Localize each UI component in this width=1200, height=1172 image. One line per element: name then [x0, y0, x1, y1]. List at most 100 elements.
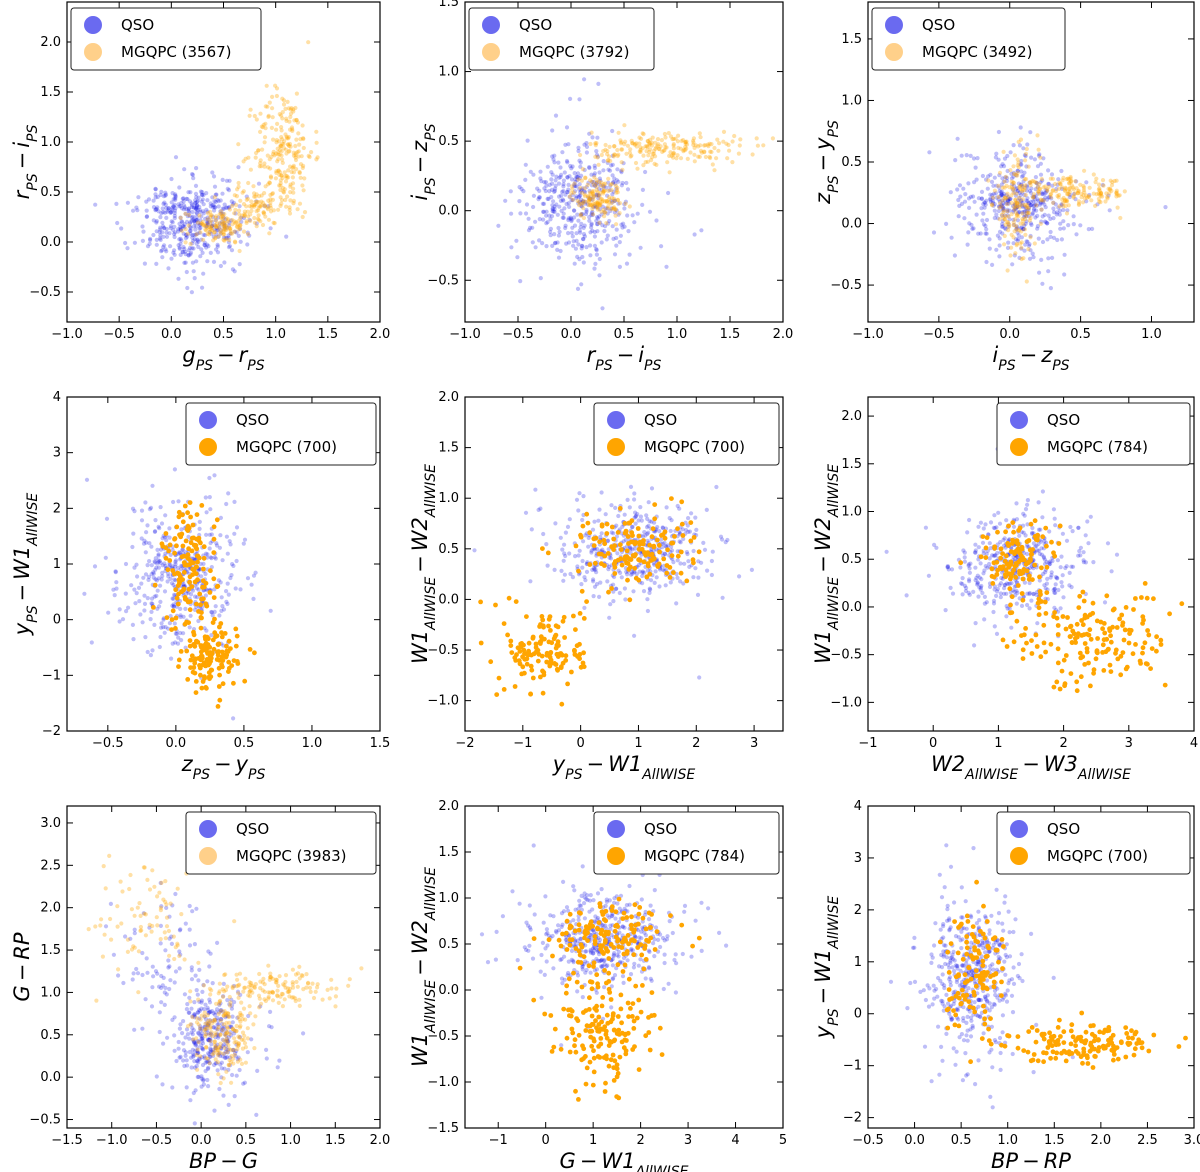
- p2-mgqpc-point: [627, 150, 633, 155]
- p6-qso-point: [1043, 586, 1048, 591]
- p3-mgqpc-point: [1036, 189, 1041, 194]
- p3-qso-point: [1078, 223, 1083, 228]
- p3-mgqpc-point: [997, 170, 1003, 175]
- p6-mgqpc-point: [1020, 647, 1026, 653]
- p3-mgqpc-point: [1067, 189, 1072, 194]
- p5-mgqpc-point: [680, 533, 686, 538]
- p5-qso-point: [681, 536, 686, 542]
- p3-qso-point: [990, 262, 995, 267]
- p5-mgqpc-point: [546, 616, 552, 622]
- p1-qso-point: [158, 227, 163, 232]
- p6-ylabel-sub1: AllWISE: [826, 577, 842, 631]
- p6-qso-point: [994, 593, 999, 599]
- p2-qso-point: [588, 196, 593, 201]
- p1-qso-point: [190, 241, 195, 246]
- p2-qso-point: [666, 190, 671, 196]
- p2-mgqpc-point: [617, 201, 623, 206]
- p3-mgqpc-point: [1073, 179, 1078, 184]
- p3-qso-point: [1021, 227, 1026, 232]
- p1-mgqpc-point: [279, 125, 284, 130]
- p3-mgqpc-point: [1014, 224, 1019, 229]
- p5-qso-point: [675, 503, 680, 509]
- p1-qso-point: [154, 220, 159, 225]
- p4-mgqpc-point: [199, 596, 204, 602]
- p2-qso-point: [579, 204, 585, 209]
- p2-mgqpc-point: [585, 182, 590, 187]
- p2-mgqpc-point: [605, 206, 610, 211]
- p2-qso-point: [549, 177, 554, 182]
- p2-qso-point: [579, 187, 585, 192]
- p3-qso-point: [1030, 212, 1035, 217]
- p2-qso-point: [531, 204, 536, 210]
- p1-qso-point: [193, 183, 199, 188]
- p4-xlabel-base2: y: [235, 752, 249, 776]
- p1-mgqpc-point: [272, 221, 277, 226]
- p2-qso-point: [580, 212, 585, 217]
- p2-qso-point: [605, 206, 610, 211]
- p3-qso-point: [1016, 233, 1021, 238]
- p4-mgqpc-point: [220, 658, 226, 663]
- p5-qso-point: [651, 548, 656, 553]
- p6-qso-point: [967, 579, 972, 584]
- p3-qso-point: [1023, 209, 1028, 214]
- p1-mgqpc-point: [209, 213, 214, 218]
- p7-qso-point: [199, 1046, 204, 1051]
- p1-qso-point: [213, 205, 218, 210]
- p1-mgqpc-point: [293, 143, 298, 149]
- p4-qso-point: [155, 547, 160, 553]
- p3-qso-point: [1004, 178, 1010, 184]
- p3-mgqpc-point: [1011, 180, 1016, 185]
- p3-mgqpc-point: [1074, 186, 1079, 191]
- p2-qso-point: [545, 196, 550, 201]
- p1-mgqpc-point: [297, 170, 302, 176]
- p2-qso-point: [589, 172, 594, 177]
- p7-qso-point: [200, 1031, 205, 1036]
- p5-mgqpc-point: [478, 599, 483, 605]
- p1-mgqpc-point: [274, 93, 279, 99]
- p3-mgqpc-point: [1037, 182, 1042, 187]
- p1-mgqpc-point: [282, 187, 287, 192]
- p4-mgqpc-point: [192, 670, 198, 676]
- p5-qso-point: [649, 486, 655, 491]
- p4-legend-box: [185, 402, 377, 466]
- p1-mgqpc-point: [288, 182, 293, 187]
- p3-qso-point: [1013, 193, 1019, 198]
- p1-qso-point: [162, 226, 167, 231]
- p5-qso-point: [580, 517, 585, 523]
- p3-qso-point: [1035, 191, 1040, 196]
- p4-mgqpc-point: [207, 676, 212, 682]
- p4-qso-point: [92, 564, 98, 569]
- p1-qso-point: [189, 201, 194, 206]
- p1-qso-point: [195, 207, 200, 212]
- p7-qso-point: [214, 1061, 219, 1066]
- p1-ylabel-op: −: [10, 152, 34, 170]
- p2-mgqpc-point: [603, 188, 608, 193]
- p5-qso-point: [560, 547, 565, 552]
- p3-qso-point: [1107, 208, 1112, 213]
- p4-qso-point: [173, 559, 178, 565]
- p2-mgqpc-point: [588, 178, 593, 183]
- p5-qso-point: [669, 548, 675, 553]
- p4-mgqpc-point: [220, 681, 226, 687]
- p6-qso-point: [994, 525, 999, 530]
- p4-qso-point: [159, 521, 165, 526]
- p3-qso-point: [1043, 195, 1048, 200]
- p2-mgqpc-point: [595, 199, 600, 204]
- p3-qso-point: [996, 197, 1001, 202]
- p5-qso-point: [696, 559, 701, 564]
- p1-mgqpc-point: [268, 174, 273, 179]
- p1-mgqpc-point: [281, 189, 286, 194]
- p4-mgqpc-point: [213, 634, 218, 640]
- p2-qso-point: [643, 169, 648, 175]
- p2-mgqpc-point: [662, 131, 668, 137]
- p2-xtick-label: 1.0: [667, 327, 688, 342]
- p1-mgqpc-point: [236, 222, 241, 228]
- p5-mgqpc-point: [549, 640, 555, 646]
- p2-qso-point: [596, 193, 602, 198]
- p5-xtick-label: −2: [455, 736, 474, 751]
- p4-mgqpc-point: [234, 633, 240, 639]
- p2-mgqpc-point: [656, 142, 661, 147]
- p6-qso-point: [946, 567, 951, 572]
- p3-qso-point: [956, 197, 961, 203]
- p5-qso-point: [577, 548, 582, 553]
